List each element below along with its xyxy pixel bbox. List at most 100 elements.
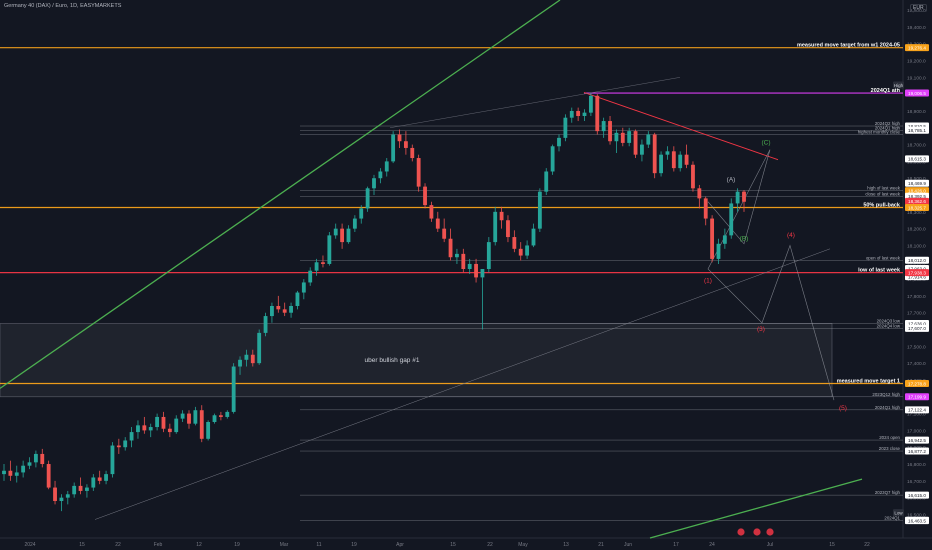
level-annotation: open of last week	[866, 255, 901, 260]
axis-badge: High	[894, 83, 904, 88]
candle-body	[301, 282, 306, 293]
price-label: 18,785.1	[908, 128, 926, 133]
candle-body	[263, 316, 268, 333]
green-trend-line-upper	[0, 0, 561, 389]
price-label-bg	[905, 324, 929, 332]
candle-body	[161, 416, 166, 429]
x-tick-label: 15	[829, 542, 835, 548]
candle-body	[576, 110, 581, 117]
candle-body	[327, 235, 332, 264]
y-tick-label: 18,200.0	[907, 227, 926, 233]
x-tick-label: Jun	[624, 542, 632, 548]
candle-body	[206, 421, 211, 439]
price-label: 17,607.0	[908, 326, 926, 331]
price-label: 18,615.3	[908, 157, 926, 162]
x-tick-label: 22	[115, 542, 121, 548]
price-label: 18,426.0	[908, 188, 926, 193]
price-label: 18,012.0	[908, 258, 926, 263]
candle-body	[238, 359, 242, 367]
price-label: 18,325.7	[908, 205, 926, 210]
candle-body	[416, 158, 421, 187]
candle-body	[8, 470, 13, 476]
candle-body	[563, 117, 568, 138]
candle-body	[525, 245, 530, 256]
candle-body	[697, 188, 702, 199]
chart-header-title: Germany 40 (DAX) / Euro, 1D, EASYMARKETS	[4, 3, 122, 9]
candle-body	[123, 440, 128, 448]
candle-body	[716, 243, 721, 259]
candle-body	[722, 235, 727, 244]
candle-body	[703, 198, 708, 219]
candle-body	[359, 208, 364, 219]
candle-body	[155, 416, 160, 428]
price-label-bg	[905, 44, 929, 52]
candle-body	[435, 218, 440, 229]
wave-label: (3)	[757, 326, 765, 333]
candle-body	[557, 137, 561, 147]
candle-body	[429, 205, 434, 219]
candle-body	[365, 188, 370, 209]
x-tick-label: Mar	[280, 542, 289, 548]
candle-body	[480, 269, 485, 278]
y-tick-label: 16,500.0	[907, 512, 926, 518]
candle-body	[193, 410, 198, 424]
price-label: 18,392.5	[908, 194, 926, 199]
candle-body	[295, 292, 300, 306]
candle-body	[608, 121, 612, 142]
y-tick-label: 16,700.0	[907, 479, 926, 485]
price-label-bg	[905, 491, 929, 499]
candle-body	[21, 465, 26, 473]
candle-body	[289, 305, 293, 313]
candle-body	[91, 477, 96, 488]
candle-body	[442, 228, 447, 239]
x-tick-label: 15	[450, 542, 456, 548]
level-annotation: 2024Q1 ath	[871, 88, 901, 94]
candle-body	[65, 494, 70, 498]
candle-body	[633, 131, 638, 155]
red-trend-line	[583, 92, 779, 161]
y-tick-label: 16,600.0	[907, 496, 926, 502]
price-label: 16,463.5	[908, 518, 926, 523]
level-annotation: low of last week	[858, 268, 901, 274]
projected-wave-path	[707, 149, 835, 401]
candle-body	[257, 332, 262, 364]
level-annotation: 2024Q3 low	[877, 318, 901, 323]
candle-body	[136, 425, 140, 433]
candle-body	[691, 164, 695, 189]
level-annotation: high of last week	[867, 186, 901, 191]
candle-body	[225, 411, 230, 417]
price-label-bg	[905, 155, 929, 163]
axis-badge-bg	[893, 509, 904, 517]
candle-body	[116, 445, 121, 448]
price-label-bg	[905, 436, 929, 444]
candle-body	[397, 134, 402, 142]
candle-body	[384, 161, 389, 172]
currency-badge[interactable]: EUR	[910, 4, 927, 12]
y-tick-label: 17,100.0	[907, 412, 926, 418]
candle-body	[174, 418, 179, 433]
green-trend-line-lower	[649, 478, 863, 539]
y-tick-label: 17,700.0	[907, 311, 926, 317]
x-tick-label: 22	[487, 542, 493, 548]
candle-body	[601, 121, 606, 132]
x-tick-label: 24	[709, 542, 715, 548]
x-tick-label: 11	[316, 542, 321, 548]
price-label: 18,362.6	[908, 199, 926, 204]
wave-label: (4)	[787, 232, 795, 239]
candle-body	[423, 186, 427, 206]
price-label-bg	[905, 517, 929, 525]
candle-body	[72, 485, 77, 495]
price-label-bg	[905, 197, 929, 205]
event-marker-icon	[766, 528, 774, 536]
x-tick-label: 2024	[24, 542, 35, 548]
x-tick-label: Feb	[154, 542, 163, 548]
candle-body	[346, 228, 351, 243]
price-label: 17,278.8	[908, 381, 926, 386]
price-label: 17,914.6	[908, 274, 926, 279]
level-annotation: 2024Q4 low	[877, 323, 901, 328]
grey-trend-line	[94, 248, 831, 520]
candle-body	[391, 134, 396, 162]
candle-body	[104, 474, 108, 481]
